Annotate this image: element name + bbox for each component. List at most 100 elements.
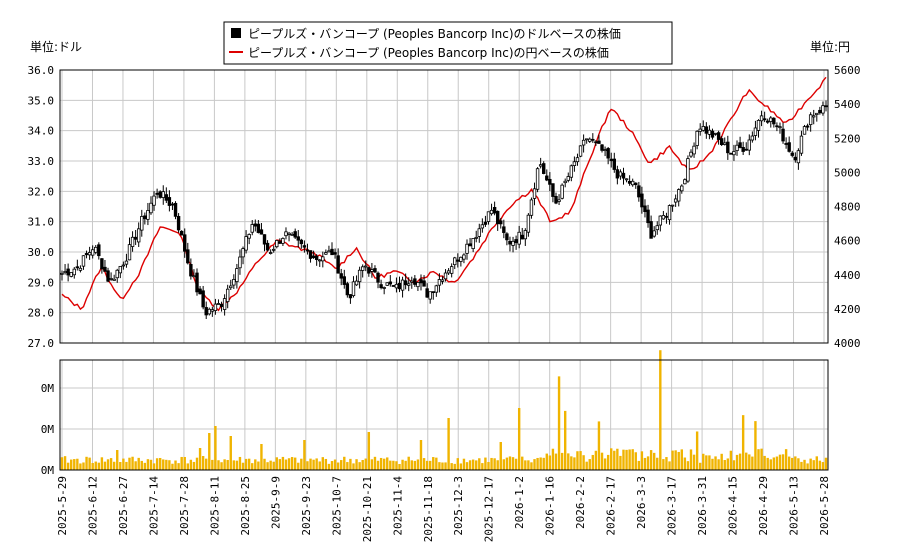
volume-bar bbox=[343, 456, 346, 470]
usd-candle bbox=[293, 228, 297, 239]
volume-bar bbox=[241, 462, 245, 470]
volume-bar bbox=[699, 462, 702, 470]
usd-candle bbox=[143, 212, 147, 225]
volume-bar bbox=[364, 458, 367, 470]
volume-bar bbox=[588, 459, 591, 470]
usd-candle bbox=[75, 259, 80, 271]
volume-bar bbox=[803, 459, 806, 470]
usd-candle bbox=[281, 237, 285, 246]
volume-bars bbox=[60, 350, 828, 470]
volume-bar bbox=[321, 457, 325, 470]
x-tick: 2026-3-17 bbox=[666, 476, 679, 536]
usd-candle bbox=[535, 167, 540, 193]
volume-bar bbox=[373, 456, 377, 470]
usd-candle bbox=[72, 267, 76, 279]
volume-bar bbox=[619, 455, 622, 470]
volume-bar bbox=[404, 460, 407, 470]
volume-bar bbox=[548, 455, 552, 470]
usd-candle bbox=[821, 101, 825, 116]
usd-candle bbox=[643, 199, 647, 218]
volume-bar bbox=[303, 440, 306, 470]
usd-candle bbox=[314, 254, 319, 266]
usd-candle bbox=[275, 240, 279, 249]
volume-bar bbox=[551, 448, 555, 470]
volume-bar bbox=[622, 449, 625, 470]
usd-candle bbox=[572, 156, 577, 172]
volume-bar bbox=[401, 459, 404, 470]
volume-bar bbox=[94, 461, 97, 470]
volume-bar bbox=[257, 461, 260, 470]
usd-candle bbox=[210, 306, 215, 317]
usd-candle bbox=[762, 111, 767, 123]
volume-bar bbox=[560, 452, 564, 470]
volume-bar bbox=[530, 462, 533, 470]
usd-candle bbox=[446, 268, 451, 275]
usd-candle bbox=[140, 209, 144, 237]
usd-candle bbox=[729, 152, 733, 155]
usd-candle bbox=[382, 286, 386, 295]
volume-bar bbox=[524, 460, 527, 470]
volume-bar bbox=[238, 456, 242, 470]
volume-bar bbox=[748, 454, 751, 470]
volume-bar bbox=[284, 459, 288, 470]
volume-bar bbox=[327, 463, 331, 470]
x-tick: 2026-3-3 bbox=[635, 476, 648, 529]
usd-candle bbox=[790, 150, 794, 158]
usd-candle bbox=[176, 213, 181, 233]
usd-candle bbox=[474, 230, 478, 243]
volume-bar bbox=[125, 461, 128, 470]
usd-candle bbox=[259, 223, 264, 235]
volume-bar bbox=[459, 463, 463, 470]
volume-bar bbox=[232, 460, 236, 470]
usd-candle bbox=[302, 240, 307, 253]
usd-candle bbox=[594, 140, 598, 146]
left-tick-label: 29.0 bbox=[28, 276, 55, 289]
volume-bar bbox=[392, 460, 395, 470]
volume-bar bbox=[281, 456, 285, 470]
usd-candle bbox=[710, 128, 715, 140]
usd-candle bbox=[658, 215, 663, 232]
usd-candle bbox=[772, 117, 776, 128]
volume-bar bbox=[533, 459, 536, 470]
volume-bar bbox=[732, 460, 736, 470]
usd-candle bbox=[391, 285, 396, 287]
volume-bar bbox=[441, 462, 444, 470]
volume-bar bbox=[382, 458, 386, 470]
usd-candle bbox=[471, 238, 475, 253]
price-panel: 27.0 28.0 29.0 30.0 31.0 32.0 33.0 34.0 35.0 36.0… bbox=[28, 64, 861, 350]
usd-candle bbox=[189, 258, 193, 280]
volume-bar bbox=[312, 459, 315, 470]
usd-candle bbox=[618, 169, 623, 180]
usd-candle bbox=[483, 215, 488, 227]
x-tick: 2025-8-25 bbox=[239, 476, 252, 536]
volume-bar bbox=[717, 459, 720, 470]
usd-candle bbox=[664, 212, 669, 224]
volume-bar bbox=[708, 455, 711, 470]
volume-bar bbox=[542, 457, 545, 470]
usd-candle bbox=[321, 251, 325, 268]
usd-candle bbox=[410, 276, 414, 289]
usd-candle bbox=[437, 273, 442, 293]
usd-candle bbox=[287, 231, 291, 242]
usd-candle bbox=[336, 248, 340, 274]
usd-candle bbox=[787, 136, 791, 153]
volume-bar bbox=[315, 458, 318, 470]
usd-candle bbox=[723, 137, 727, 146]
volume-bar bbox=[490, 457, 493, 470]
x-tick-label: 2025-6-27 bbox=[117, 476, 130, 536]
usd-candle bbox=[155, 188, 159, 199]
volume-bar bbox=[450, 463, 453, 470]
x-tick: 2026-2-17 bbox=[605, 476, 618, 536]
usd-candle bbox=[548, 172, 552, 192]
volume-bar bbox=[269, 460, 272, 470]
usd-candle bbox=[422, 275, 426, 287]
volume-bar bbox=[379, 457, 383, 470]
volume-bar bbox=[336, 462, 340, 470]
usd-candle bbox=[750, 131, 755, 143]
usd-candle bbox=[112, 274, 116, 281]
usd-candle bbox=[499, 217, 503, 229]
usd-candle bbox=[588, 137, 592, 143]
volume-bar bbox=[791, 457, 794, 470]
usd-candle bbox=[222, 294, 227, 316]
volume-bar bbox=[763, 455, 766, 470]
